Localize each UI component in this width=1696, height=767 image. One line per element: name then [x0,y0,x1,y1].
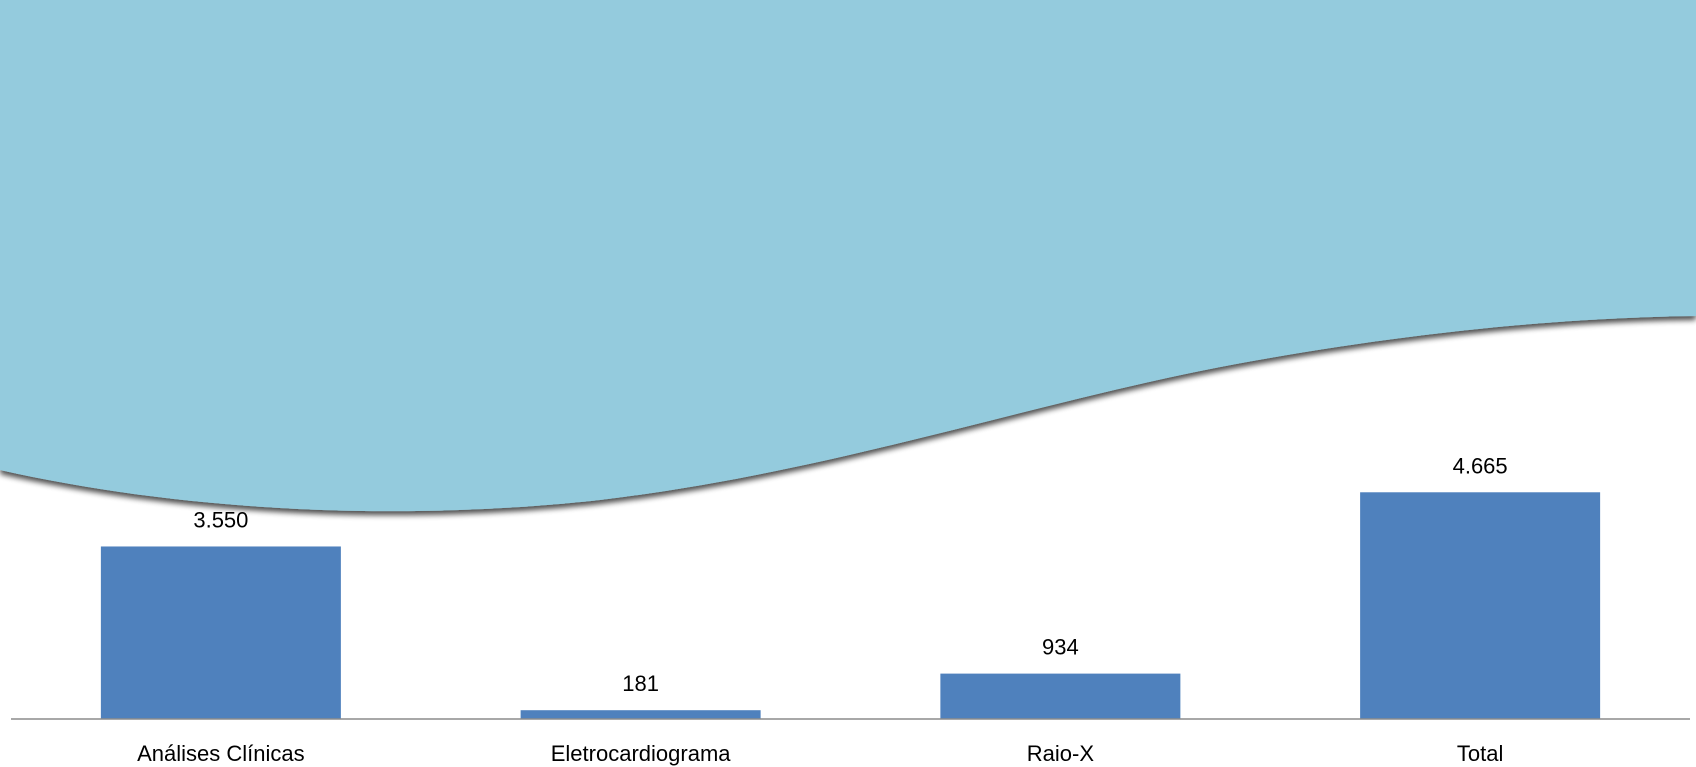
x-tick-label-0: Análises Clínicas [137,741,305,766]
bar-2 [940,673,1181,719]
bars-layer [100,492,1601,719]
data-label-3: 4.665 [1453,453,1508,478]
labels-layer: 3.550 181 934 4.665 [193,453,1507,696]
data-label-1: 181 [622,671,659,696]
background-wave [0,0,1696,512]
x-tick-labels: Análises Clínicas Eletrocardiograma Raio-X… [137,741,1503,766]
bar-1 [520,710,761,719]
x-tick-label-3: Total [1457,741,1503,766]
data-label-2: 934 [1042,635,1079,660]
data-label-0: 3.550 [193,507,248,532]
x-tick-label-2: Raio-X [1027,741,1095,766]
bar-0 [100,546,341,719]
bar-3 [1360,492,1601,719]
x-tick-label-1: Eletrocardiograma [551,741,732,766]
